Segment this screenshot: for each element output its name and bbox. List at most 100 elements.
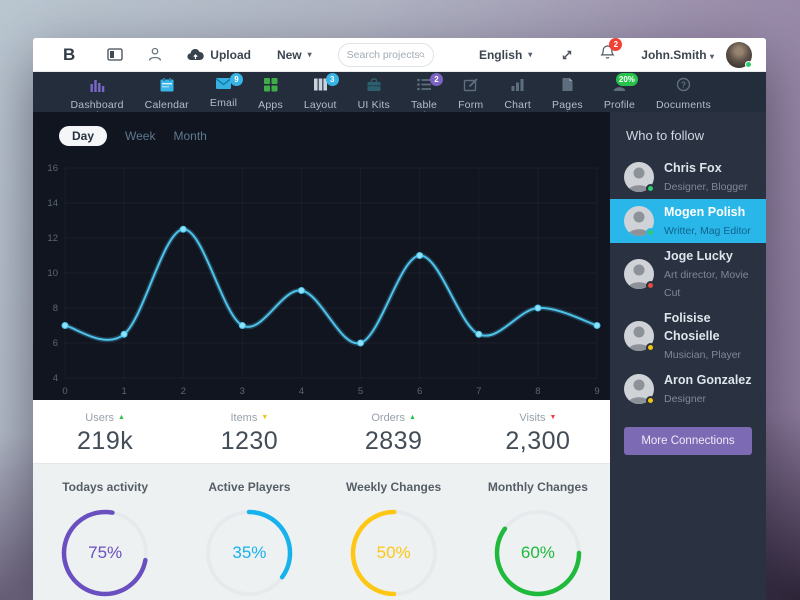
stat-value: 2839 <box>364 426 423 455</box>
svg-text:?: ? <box>681 80 686 90</box>
user-role: Musician, Player <box>664 349 742 361</box>
gauge-percent: 60% <box>520 543 555 562</box>
chevron-down-icon: ▾ <box>307 50 312 59</box>
stat-label: Visits <box>519 411 546 424</box>
follow-user-chris-fox[interactable]: Chris Fox Designer, Blogger <box>610 155 766 199</box>
trend-down-icon: ▼ <box>261 414 269 421</box>
stat-value: 2,300 <box>505 426 571 455</box>
svg-text:0: 0 <box>62 386 67 397</box>
nav-item-documents[interactable]: ? Documents <box>646 77 722 111</box>
notifications-button[interactable]: 2 <box>600 38 623 65</box>
stats-row: Users ▲ 219k Items ▼ 1230 Orders ▲ 2839 Vis… <box>33 400 610 464</box>
svg-text:8: 8 <box>53 303 58 314</box>
chevron-down-icon: ▾ <box>709 51 714 61</box>
topbar-right: English ▾ 2 John.Smith ▾ <box>479 38 752 68</box>
follow-user-aron-gonzalez[interactable]: Aron Gonzalez Designer <box>610 367 766 411</box>
stat-items[interactable]: Items ▼ 1230 <box>177 408 321 456</box>
nav-item-pages[interactable]: Pages <box>542 77 594 129</box>
status-dot <box>646 281 655 290</box>
panel-toggle-icon[interactable] <box>107 47 123 62</box>
bar-chart-icon <box>89 77 105 92</box>
list-icon: 2 <box>416 73 443 92</box>
nav-item-table[interactable]: 2 Table <box>400 73 447 129</box>
svg-text:10: 10 <box>47 268 58 279</box>
envelope-icon: 9 <box>215 73 244 92</box>
svg-text:1: 1 <box>121 386 126 397</box>
stat-visits[interactable]: Visits ▼ 2,300 <box>466 408 610 456</box>
columns-icon: 3 <box>313 73 339 92</box>
avatar <box>624 162 655 193</box>
gauge-percent: 75% <box>88 543 123 562</box>
progress-ring: 50% <box>348 507 440 599</box>
svg-text:4: 4 <box>299 386 304 397</box>
svg-text:3: 3 <box>240 386 245 397</box>
user-name: Aron Gonzalez <box>664 373 752 387</box>
progress-ring: 35% <box>203 507 295 599</box>
bitcoin-logo[interactable]: B <box>63 44 76 64</box>
svg-text:8: 8 <box>535 386 540 397</box>
nav-item-form[interactable]: Form <box>448 77 494 129</box>
app-window: B Upload New ▾ English ▾ <box>33 38 766 600</box>
user-name: Folisise Chosielle <box>664 311 720 343</box>
trend-down-icon: ▼ <box>549 414 557 421</box>
search-input[interactable] <box>346 48 419 61</box>
stat-orders[interactable]: Orders ▲ 2839 <box>322 408 466 456</box>
stat-value: 219k <box>77 426 134 455</box>
gauge-weekly-changes: Weekly Changes 50% <box>322 480 466 600</box>
sidebar-title: Who to follow <box>626 128 705 143</box>
nav-item-apps[interactable]: Apps <box>248 77 294 129</box>
user-avatar[interactable] <box>726 41 752 68</box>
nav-item-profile[interactable]: 20% Profile <box>593 73 645 111</box>
progress-ring: 60% <box>492 507 584 599</box>
status-dot <box>646 184 655 193</box>
follow-user-folisise-chosielle[interactable]: Folisise Chosielle Musician, Player <box>610 305 766 367</box>
follow-user-joge-lucky[interactable]: Joge Lucky Art director, Movie Cut <box>610 243 766 305</box>
user-name: Mogen Polish <box>664 205 746 219</box>
user-outline-icon[interactable] <box>147 47 163 62</box>
nav-item-dashboard[interactable]: Dashboard <box>60 77 134 129</box>
edit-icon <box>463 77 479 92</box>
language-dropdown[interactable]: English ▾ <box>479 48 532 62</box>
expand-icon[interactable] <box>560 48 574 62</box>
gauge-active-players: Active Players 35% <box>177 480 321 600</box>
status-dot <box>646 343 655 352</box>
more-connections-button[interactable]: More Connections <box>624 427 752 455</box>
follow-user-mogen-polish[interactable]: Mogen Polish Writter, Mag Editor <box>610 199 766 243</box>
search-icon[interactable] <box>419 49 425 61</box>
stat-users[interactable]: Users ▲ 219k <box>33 408 177 456</box>
stat-value: 1230 <box>220 426 279 455</box>
layout-badge: 3 <box>325 73 339 86</box>
trend-up-icon: ▲ <box>408 414 416 421</box>
help-icon: ? <box>676 77 691 92</box>
user-menu[interactable]: John.Smith ▾ <box>641 48 714 62</box>
gauge-monthly-changes: Monthly Changes 60% <box>466 480 610 600</box>
tab-day[interactable]: Day <box>59 126 108 146</box>
nav-item-email[interactable]: 9 Email <box>199 73 247 109</box>
svg-text:6: 6 <box>53 338 58 349</box>
nav-item-calendar[interactable]: Calendar <box>134 77 199 111</box>
user-name: Chris Fox <box>664 161 722 175</box>
avatar <box>624 206 655 237</box>
search-box <box>337 42 434 67</box>
tab-month[interactable]: Month <box>173 129 207 143</box>
nav-item-layout[interactable]: 3 Layout <box>293 73 347 129</box>
main-content: Day Week Month 4 6 8 10 12 14 16 0 1 2 3 4 5 6 7 8 9 Use… <box>33 112 610 600</box>
svg-text:14: 14 <box>47 198 58 209</box>
nav-item-chart[interactable]: Chart <box>494 77 542 111</box>
profile-badge: 20% <box>615 73 638 86</box>
new-dropdown[interactable]: New ▾ <box>277 48 312 62</box>
tab-week[interactable]: Week <box>125 129 156 143</box>
user-role: Art director, Movie Cut <box>664 269 749 299</box>
avatar <box>624 374 655 405</box>
new-label: New <box>276 47 302 62</box>
gauge-percent: 50% <box>376 543 411 562</box>
person-icon: 20% <box>612 73 638 92</box>
gauge-label: Monthly Changes <box>487 480 588 494</box>
upload-button[interactable]: Upload <box>187 48 251 62</box>
nav-item-uikits[interactable]: UI Kits <box>347 77 400 129</box>
table-badge: 2 <box>430 73 443 86</box>
avatar <box>624 321 655 352</box>
svg-text:9: 9 <box>594 386 599 397</box>
stat-label: Orders <box>371 411 405 424</box>
